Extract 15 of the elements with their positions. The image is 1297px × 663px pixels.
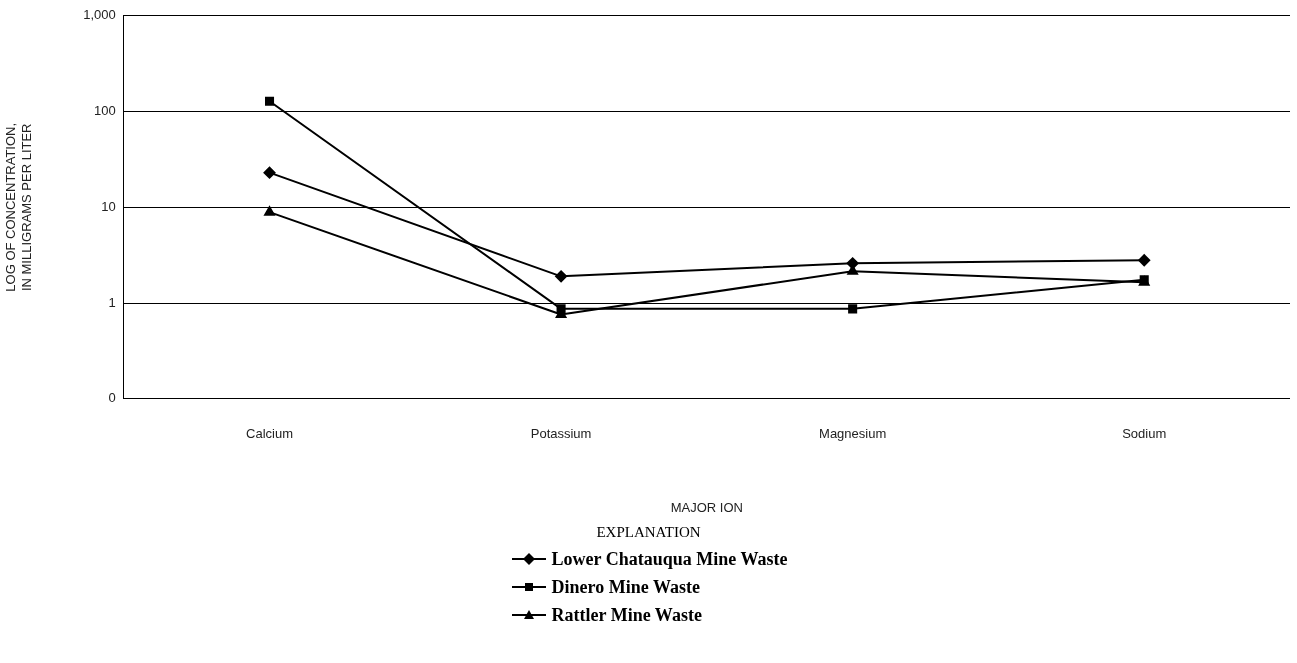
x-tick-label: Sodium	[1122, 426, 1167, 442]
legend-label: Dinero Mine Waste	[551, 576, 700, 598]
y-tick-label: 0	[108, 390, 116, 406]
legend-title: EXPLANATION	[596, 524, 701, 541]
x-axis-title: MAJOR ION	[670, 499, 743, 515]
legend-label: Rattler Mine Waste	[551, 604, 702, 626]
y-tick-label: 10	[101, 198, 116, 214]
legend-label: Lower Chatauqua Mine Waste	[551, 548, 788, 570]
x-tick-label: Calcium	[246, 426, 293, 442]
y-axis-title: LOG OF CONCENTRATION, IN MILLIGRAMS PER LITER	[3, 122, 34, 292]
y-tick-label: 1,000	[83, 7, 116, 23]
y-tick-label: 1	[108, 294, 116, 310]
y-tick-label: 100	[94, 103, 116, 119]
x-tick-label: Magnesium	[819, 426, 887, 442]
x-tick-label: Potassium	[530, 426, 592, 442]
